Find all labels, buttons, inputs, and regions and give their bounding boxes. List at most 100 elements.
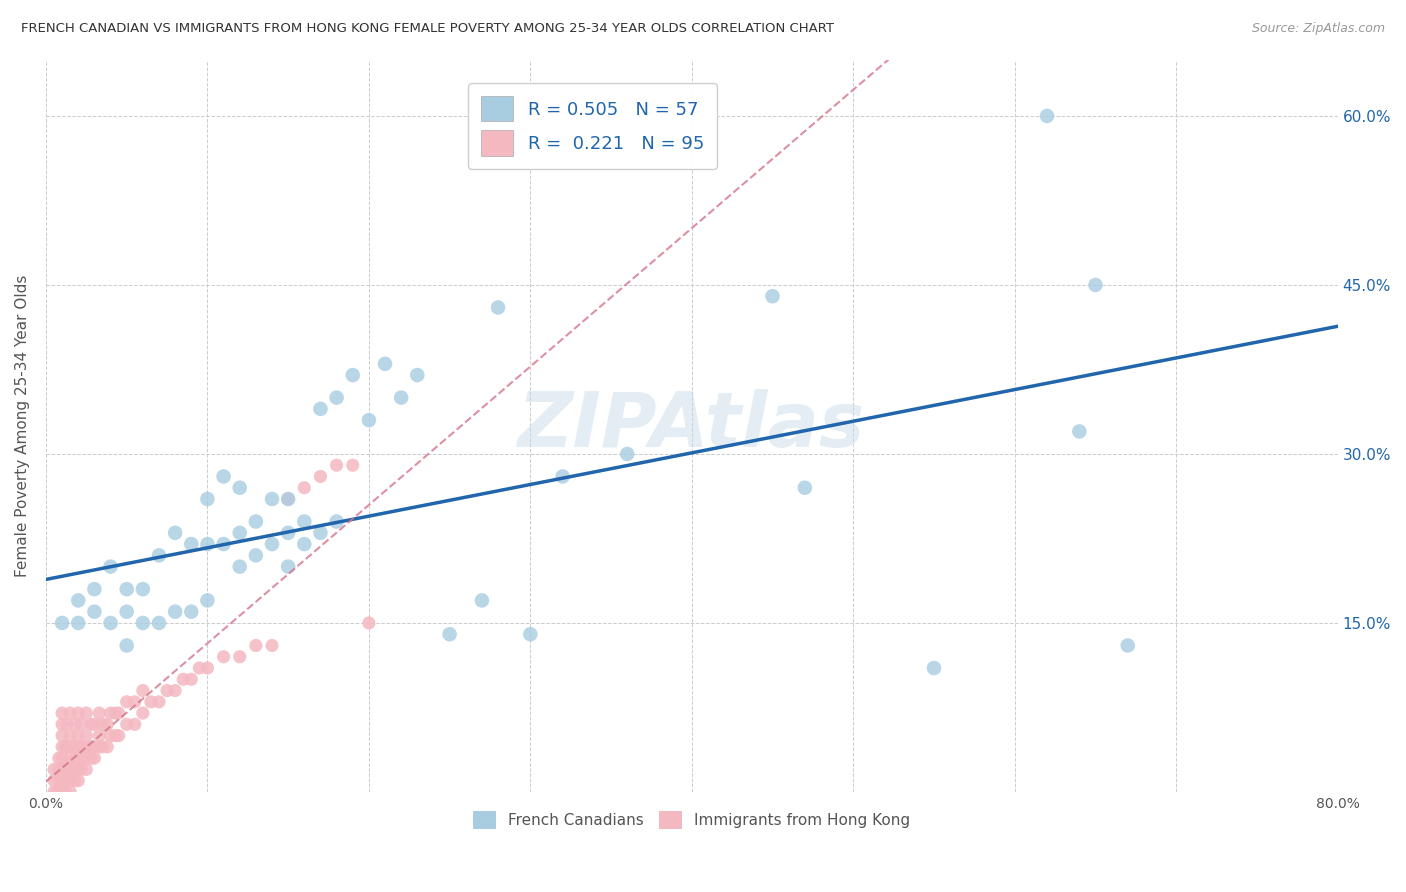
Point: [292, 515, 315, 529]
Point: [1084, 277, 1107, 292]
Point: [245, 549, 267, 563]
Legend: French Canadians, Immigrants from Hong Kong: French Canadians, Immigrants from Hong K…: [467, 805, 917, 836]
Point: [59, 751, 82, 765]
Y-axis label: Female Poverty Among 25-34 Year Olds: Female Poverty Among 25-34 Year Olds: [15, 275, 30, 577]
Point: [80, 751, 103, 765]
Point: [793, 481, 815, 495]
Point: [1036, 109, 1059, 123]
Point: [67, 751, 90, 765]
Point: [115, 695, 138, 709]
Point: [342, 458, 364, 473]
Point: [51, 706, 73, 720]
Point: [67, 706, 90, 720]
Point: [277, 491, 299, 506]
Point: [67, 593, 90, 607]
Point: [260, 639, 283, 653]
Point: [406, 368, 429, 382]
Point: [551, 469, 574, 483]
Point: [91, 739, 114, 754]
Point: [83, 751, 105, 765]
Point: [1069, 425, 1091, 439]
Point: [228, 481, 250, 495]
Point: [374, 357, 396, 371]
Point: [309, 525, 332, 540]
Point: [260, 537, 283, 551]
Point: [75, 763, 97, 777]
Point: [292, 481, 315, 495]
Point: [51, 785, 73, 799]
Point: [51, 751, 73, 765]
Point: [67, 773, 90, 788]
Point: [212, 469, 235, 483]
Point: [212, 537, 235, 551]
Point: [59, 785, 82, 799]
Point: [197, 661, 219, 675]
Point: [197, 491, 219, 506]
Point: [115, 582, 138, 596]
Point: [100, 729, 122, 743]
Point: [53, 739, 76, 754]
Point: [63, 717, 86, 731]
Point: [83, 605, 105, 619]
Point: [357, 413, 380, 427]
Point: [51, 763, 73, 777]
Point: [51, 615, 73, 630]
Point: [309, 401, 332, 416]
Point: [89, 739, 111, 754]
Point: [96, 739, 118, 754]
Point: [42, 785, 65, 799]
Point: [1116, 639, 1139, 653]
Point: [59, 763, 82, 777]
Point: [165, 605, 187, 619]
Point: [325, 515, 347, 529]
Point: [156, 683, 179, 698]
Point: [100, 559, 122, 574]
Point: [63, 739, 86, 754]
Point: [75, 751, 97, 765]
Point: [277, 559, 299, 574]
Point: [83, 739, 105, 754]
Point: [51, 773, 73, 788]
Point: [357, 615, 380, 630]
Point: [228, 649, 250, 664]
Point: [70, 739, 93, 754]
Point: [325, 458, 347, 473]
Point: [49, 785, 72, 799]
Point: [309, 469, 332, 483]
Point: [80, 717, 103, 731]
Point: [56, 717, 79, 731]
Point: [104, 729, 127, 743]
Point: [277, 525, 299, 540]
Point: [83, 717, 105, 731]
Point: [53, 763, 76, 777]
Point: [197, 593, 219, 607]
Point: [59, 729, 82, 743]
Point: [42, 763, 65, 777]
Point: [132, 582, 155, 596]
Point: [132, 706, 155, 720]
Point: [124, 695, 146, 709]
Point: [439, 627, 461, 641]
Point: [148, 615, 170, 630]
Point: [51, 739, 73, 754]
Point: [56, 773, 79, 788]
Point: [56, 763, 79, 777]
Point: [59, 739, 82, 754]
Point: [616, 447, 638, 461]
Point: [59, 773, 82, 788]
Point: [59, 706, 82, 720]
Point: [100, 706, 122, 720]
Point: [63, 763, 86, 777]
Point: [115, 605, 138, 619]
Point: [115, 639, 138, 653]
Point: [75, 706, 97, 720]
Point: [519, 627, 541, 641]
Point: [180, 605, 202, 619]
Point: [139, 695, 162, 709]
Point: [188, 661, 211, 675]
Point: [49, 773, 72, 788]
Point: [277, 491, 299, 506]
Point: [67, 763, 90, 777]
Point: [115, 717, 138, 731]
Point: [922, 661, 945, 675]
